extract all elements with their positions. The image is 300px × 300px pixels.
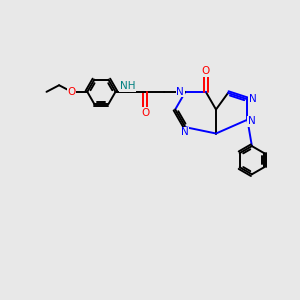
Text: O: O — [141, 107, 149, 118]
Text: N: N — [248, 116, 256, 126]
Text: N: N — [176, 87, 184, 97]
Text: N: N — [249, 94, 256, 104]
Text: O: O — [202, 66, 210, 76]
Text: O: O — [68, 87, 76, 97]
Text: N: N — [181, 127, 189, 137]
Text: NH: NH — [120, 81, 136, 92]
